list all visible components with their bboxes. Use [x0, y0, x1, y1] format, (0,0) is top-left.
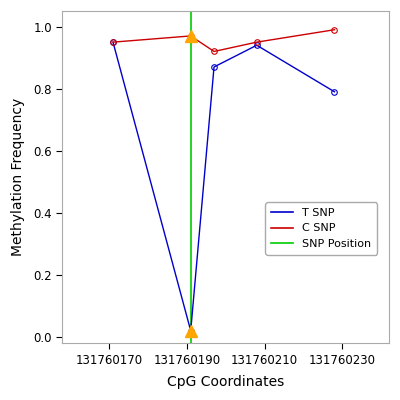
Y-axis label: Methylation Frequency: Methylation Frequency	[11, 98, 25, 256]
X-axis label: CpG Coordinates: CpG Coordinates	[167, 375, 284, 389]
Legend: T SNP, C SNP, SNP Position: T SNP, C SNP, SNP Position	[266, 202, 377, 254]
